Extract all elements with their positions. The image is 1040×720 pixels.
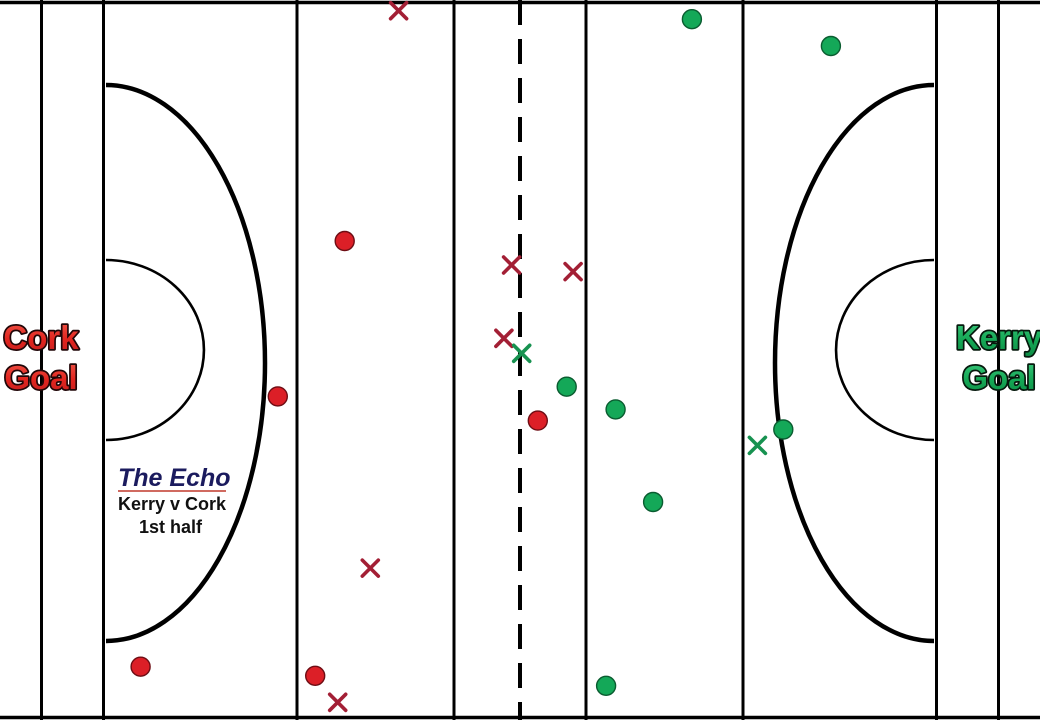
svg-text:Goal: Goal bbox=[4, 359, 77, 396]
svg-text:Kerry v Cork: Kerry v Cork bbox=[118, 494, 227, 514]
svg-text:Goal: Goal bbox=[962, 359, 1035, 396]
svg-text:1st half: 1st half bbox=[139, 517, 203, 537]
svg-text:The Echo: The Echo bbox=[118, 464, 231, 492]
svg-text:Kerry: Kerry bbox=[956, 319, 1040, 356]
svg-text:Cork: Cork bbox=[3, 319, 79, 356]
